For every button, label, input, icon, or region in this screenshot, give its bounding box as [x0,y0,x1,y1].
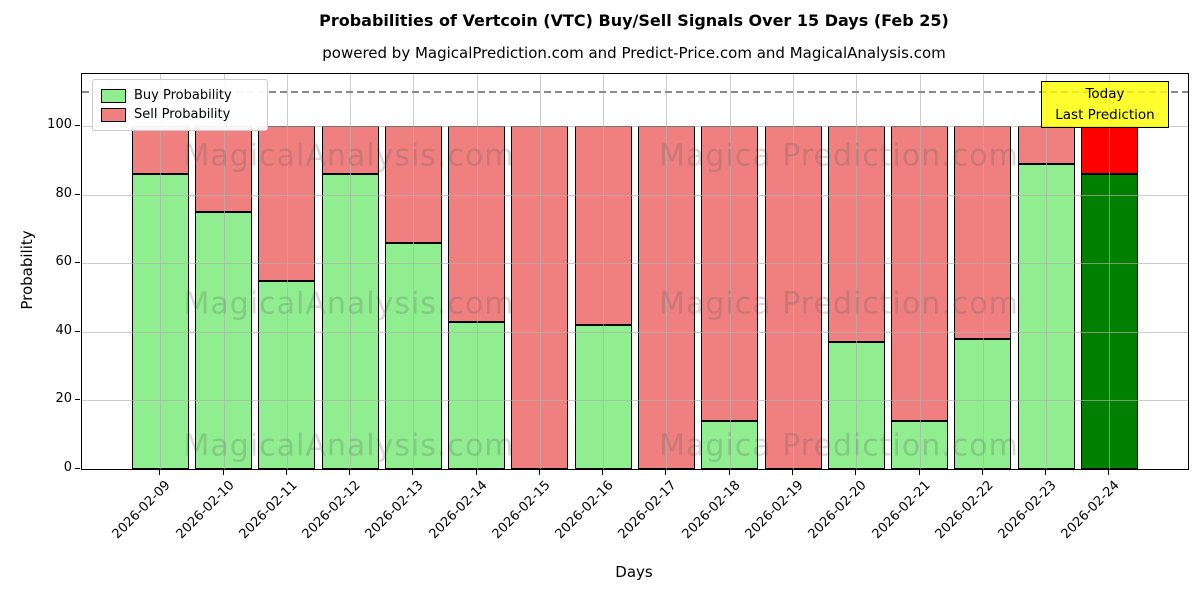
y-gridline [82,263,1188,265]
y-gridline [82,331,1188,333]
x-tick-mark [349,470,351,475]
x-tick-mark [412,470,414,475]
x-tick-mark [855,470,857,475]
dashed-reference-line [82,91,1188,94]
x-gridline [160,74,162,469]
x-tick-mark [602,470,604,475]
x-tick-mark [285,470,287,475]
y-tick-label: 20 [55,391,72,407]
y-axis-label: Probability [18,230,36,310]
y-tick-mark [75,193,80,195]
chart-title: Probabilities of Vertcoin (VTC) Buy/Sell… [319,11,949,30]
x-gridline [413,74,415,469]
x-gridline [666,74,668,469]
watermark-magicalprediction: Magica Prediction.com [659,286,1019,322]
y-gridline [82,126,1188,128]
x-tick-label: 2026-02-20 [805,478,870,543]
x-tick-label: 2026-02-12 [299,478,364,543]
plot-area: Buy Probability Sell Probability Today L… [81,73,1189,470]
x-gridline [539,74,541,469]
y-tick-label: 0 [63,460,72,475]
x-tick-mark [159,470,161,475]
x-tick-mark [538,470,540,475]
x-gridline [729,74,731,469]
chart-subtitle: powered by MagicalPrediction.com and Pre… [322,44,946,62]
x-tick-mark [1108,470,1110,475]
watermark-magicalprediction: Magica Prediction.com [659,428,1019,464]
x-tick-mark [728,470,730,475]
y-tick-mark [75,468,80,469]
x-tick-mark [222,470,224,475]
x-tick-label: 2026-02-17 [616,478,681,543]
x-gridline [476,74,478,469]
x-gridline [350,74,352,469]
x-tick-label: 2026-02-09 [109,478,174,543]
x-gridline [982,74,984,469]
x-tick-mark [792,470,793,475]
x-axis-label: Days [615,563,653,581]
x-gridline [223,74,225,469]
legend-entry-buy: Buy Probability [101,86,259,105]
y-tick-mark [75,399,80,401]
x-gridline [1046,74,1048,469]
x-tick-label: 2026-02-11 [236,478,301,543]
today-annotation-line1: Today [1085,86,1125,102]
x-gridline [286,74,288,469]
y-tick-label: 100 [47,117,72,133]
x-tick-mark [665,470,667,475]
x-gridline [603,74,605,469]
watermark-magicalprediction: Magica Prediction.com [659,138,1019,174]
x-tick-mark [1045,470,1047,475]
x-gridline [919,74,921,469]
y-tick-mark [75,262,80,264]
legend-buy-label: Buy Probability [134,88,232,103]
watermark-magicalanalysis: MagicalAnalysis.com [183,428,515,464]
y-gridline [82,400,1188,402]
x-gridline [1109,74,1111,469]
x-tick-label: 2026-02-13 [362,478,427,543]
x-tick-mark [918,470,920,475]
x-tick-label: 2026-02-15 [489,478,554,543]
today-annotation-line2: Last Prediction [1055,107,1155,123]
x-tick-mark [981,470,983,475]
x-gridline [793,74,794,469]
y-tick-label: 40 [55,322,72,338]
x-tick-label: 2026-02-23 [995,478,1060,543]
x-gridline [856,74,858,469]
x-tick-label: 2026-02-19 [742,478,807,543]
legend-sell-swatch [101,107,126,122]
x-tick-label: 2026-02-14 [426,478,491,543]
y-tick-mark [75,125,80,127]
watermark-magicalanalysis: MagicalAnalysis.com [183,286,515,322]
x-tick-label: 2026-02-16 [552,478,617,543]
x-tick-label: 2026-02-21 [869,478,934,543]
y-tick-mark [75,330,80,332]
legend: Buy Probability Sell Probability [92,79,268,131]
legend-entry-sell: Sell Probability [101,105,259,124]
legend-buy-swatch [101,88,126,103]
y-tick-label: 60 [55,254,72,270]
x-tick-mark [475,470,477,475]
x-tick-label: 2026-02-10 [173,478,238,543]
x-tick-label: 2026-02-18 [679,478,744,543]
y-gridline [82,194,1188,196]
today-annotation: Today Last Prediction [1041,81,1169,128]
watermark-magicalanalysis: MagicalAnalysis.com [183,138,515,174]
x-tick-label: 2026-02-24 [1058,478,1123,543]
x-tick-label: 2026-02-22 [932,478,997,543]
legend-sell-label: Sell Probability [134,107,231,122]
y-tick-label: 80 [55,185,72,201]
